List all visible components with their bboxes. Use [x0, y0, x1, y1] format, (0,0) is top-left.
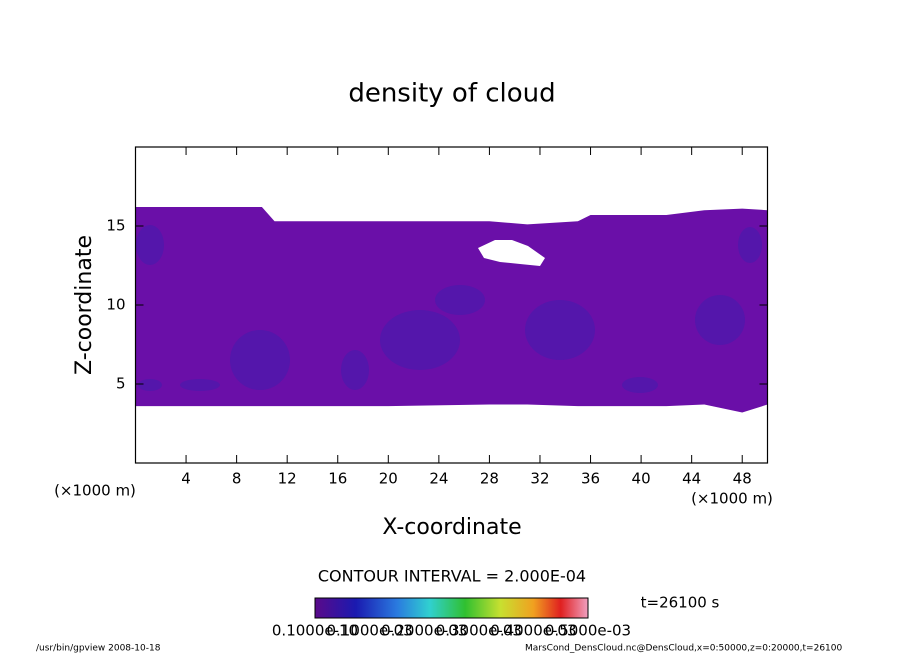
- x-tick-label: 4: [181, 470, 191, 488]
- colorbar-label: 0.4000e-03: [490, 622, 576, 640]
- x-tick-label: 40: [632, 470, 651, 488]
- colorbar-label: 0.1000e-03: [326, 622, 412, 640]
- field-texture: [230, 330, 290, 390]
- colorbar-label: 0.5000e-03: [545, 622, 631, 640]
- x-unit: (×1000 m): [691, 490, 773, 508]
- chart-title: density of cloud: [348, 79, 555, 109]
- field-texture: [622, 377, 658, 393]
- field-texture: [180, 379, 220, 391]
- x-tick-label: 16: [328, 470, 347, 488]
- footer-left: /usr/bin/gpview 2008-10-18: [36, 644, 161, 654]
- x-axis-label: X-coordinate: [382, 515, 521, 540]
- colorbar-label: 0.1000e-10: [272, 622, 358, 640]
- colorbar-label: 0.3000e-03: [436, 622, 522, 640]
- x-tick-label: 44: [682, 470, 701, 488]
- x-tick-label: 24: [429, 470, 448, 488]
- field-texture: [138, 379, 162, 391]
- y-tick-label: 5: [116, 375, 126, 393]
- x-tick-label: 28: [480, 470, 499, 488]
- y-tick-label: 10: [106, 296, 125, 314]
- x-tick-label: 8: [232, 470, 242, 488]
- field-texture: [525, 300, 595, 360]
- x-tick-label: 36: [581, 470, 600, 488]
- x-tick-label: 32: [530, 470, 549, 488]
- field-texture: [435, 285, 485, 315]
- field-texture: [341, 350, 369, 390]
- y-unit: (×1000 m): [54, 482, 136, 500]
- contour-interval: CONTOUR INTERVAL = 2.000E-04: [318, 567, 586, 586]
- footer-right: MarsCond_DensCloud.nc@DensCloud,x=0:5000…: [525, 644, 842, 654]
- field-gap: [478, 240, 545, 266]
- y-tick-label: 15: [106, 217, 125, 235]
- x-tick-label: 12: [278, 470, 297, 488]
- field-texture: [738, 227, 762, 263]
- cloud-field: [135, 207, 768, 413]
- x-tick-label: 20: [379, 470, 398, 488]
- x-tick-label: 48: [733, 470, 752, 488]
- colorbar: [314, 597, 589, 619]
- time-label: t=26100 s: [641, 594, 720, 612]
- field-texture: [136, 225, 164, 265]
- field-texture: [695, 295, 745, 345]
- y-axis-label: Z-coordinate: [72, 235, 97, 375]
- field-texture: [380, 310, 460, 370]
- colorbar-label: 0.2000e-03: [381, 622, 467, 640]
